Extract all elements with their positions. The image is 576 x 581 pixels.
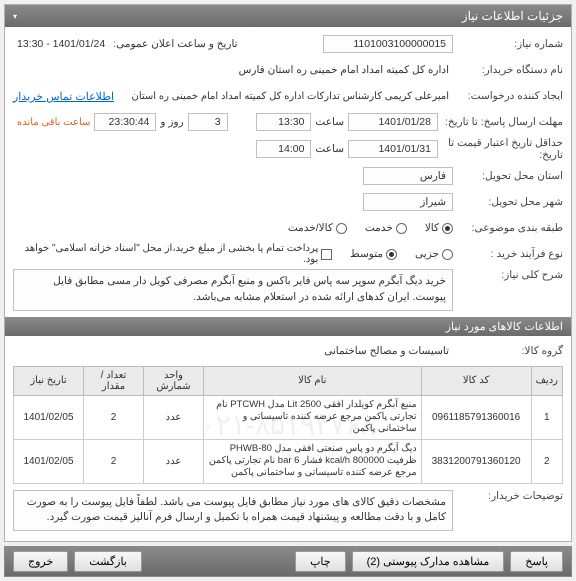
- buyer-notes: مشخصات دقیق کالای های مورد نیاز مطابق فا…: [13, 490, 453, 532]
- back-button[interactable]: بازگشت: [74, 551, 142, 572]
- validity-label: حداقل تاریخ اعتبار قیمت تا تاریخ:: [438, 137, 563, 161]
- delivery-province-label: استان محل تحویل:: [453, 170, 563, 182]
- contact-link[interactable]: اطلاعات تماس خریدار: [13, 90, 114, 103]
- public-datetime-label: تاریخ و ساعت اعلان عمومی:: [109, 36, 241, 52]
- th-date: تاریخ نیاز: [14, 366, 84, 395]
- th-code: کد کالا: [421, 366, 531, 395]
- radio-medium[interactable]: [386, 249, 397, 260]
- purchase-type-radios: جزیی متوسط پرداخت تمام یا بخشی از مبلغ خ…: [13, 243, 453, 265]
- answer-button[interactable]: پاسخ: [510, 551, 563, 572]
- th-name: نام کالا: [204, 366, 422, 395]
- goods-group-label: گروه کالا:: [453, 345, 563, 357]
- attachments-button[interactable]: مشاهده مدارک پیوستی (2): [352, 551, 505, 572]
- requester: امیرعلی کریمی کارشناس تدارکات اداره کل ک…: [114, 89, 453, 104]
- need-desc: خرید دیگ آبگرم سوپر سه پاس فایر باکس و م…: [13, 269, 453, 311]
- table-row: 2 3831200791360120 دیگ آبگرم دو پاس صنعت…: [14, 439, 563, 483]
- goods-group: تاسیسات و مصالح ساختمانی: [320, 343, 453, 359]
- radio-goods-service[interactable]: [336, 223, 347, 234]
- th-unit: واحد شمارش: [144, 366, 204, 395]
- goods-table: ردیف کد کالا نام کالا واحد شمارش تعداد /…: [13, 366, 563, 484]
- response-date: 1401/01/28: [348, 113, 438, 131]
- panel-header: جزئیات اطلاعات نیاز ▾: [5, 5, 571, 27]
- radio-service[interactable]: [396, 223, 407, 234]
- buyer-org-label: نام دستگاه خریدار:: [453, 64, 563, 76]
- time-label-1: ساعت: [311, 114, 348, 130]
- buyer-org: اداره کل کمیته امداد امام خمینی ره استان…: [235, 62, 453, 78]
- need-desc-label: شرح کلی نیاز:: [453, 269, 563, 281]
- response-deadline-label: مهلت ارسال پاسخ: تا تاریخ:: [438, 116, 563, 128]
- days-label: روز و: [156, 114, 187, 130]
- need-no: 1101003100000015: [323, 35, 453, 53]
- exit-button[interactable]: خروج: [13, 551, 68, 572]
- radio-goods[interactable]: [442, 223, 453, 234]
- response-time: 13:30: [256, 113, 311, 131]
- delivery-city-label: شهر محل تحویل:: [453, 196, 563, 208]
- th-qty: تعداد / مقدار: [84, 366, 144, 395]
- purchase-type-label: نوع فرآیند خرید :: [453, 248, 563, 260]
- buyer-notes-label: توضیحات خریدار:: [453, 490, 563, 502]
- days-remaining: 3: [188, 113, 228, 131]
- radio-small[interactable]: [442, 249, 453, 260]
- need-no-label: شماره نیاز:: [453, 38, 563, 50]
- requester-label: ایجاد کننده درخواست:: [453, 90, 563, 102]
- collapse-icon[interactable]: ▾: [13, 12, 17, 21]
- th-idx: ردیف: [531, 366, 562, 395]
- category-radios: کالا خدمت کالا/خدمت: [288, 222, 453, 234]
- countdown-suffix: ساعت باقی مانده: [13, 115, 94, 130]
- category-label: طبقه بندی موضوعی:: [453, 222, 563, 234]
- footer-bar: پاسخ مشاهده مدارک پیوستی (2) چاپ بازگشت …: [4, 546, 572, 577]
- public-datetime: 1401/01/24 - 13:30: [13, 36, 109, 52]
- goods-header: اطلاعات کالاهای مورد نیاز: [5, 317, 571, 336]
- print-button[interactable]: چاپ: [295, 551, 346, 572]
- panel-title: جزئیات اطلاعات نیاز: [462, 9, 563, 23]
- table-row: 1 0961185791360016 منبع آبگرم کویلدار اف…: [14, 395, 563, 439]
- validity-time: 14:00: [256, 140, 311, 158]
- validity-date: 1401/01/31: [348, 140, 438, 158]
- delivery-city: شیراز: [363, 193, 453, 211]
- countdown: 23:30:44: [94, 113, 156, 131]
- time-label-2: ساعت: [311, 141, 348, 157]
- delivery-province: فارس: [363, 167, 453, 185]
- checkbox-treasury[interactable]: [321, 249, 332, 260]
